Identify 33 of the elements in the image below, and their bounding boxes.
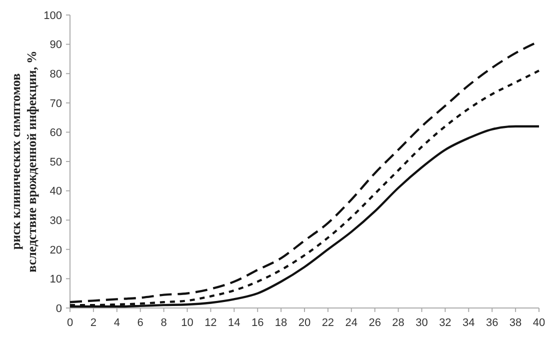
y-tick-label: 70: [50, 98, 62, 110]
x-tick-label: 28: [392, 317, 404, 329]
x-tick-label: 24: [345, 317, 358, 329]
x-tick-label: 34: [462, 317, 475, 329]
x-tick-label: 14: [228, 317, 240, 329]
y-tick-label: 40: [50, 186, 62, 198]
y-tick-label: 10: [50, 274, 62, 286]
y-tick-label: 50: [50, 156, 62, 168]
x-tick-label: 38: [509, 317, 522, 329]
x-tick-label: 16: [251, 317, 264, 329]
x-tick-label: 26: [368, 317, 381, 329]
x-tick-label: 32: [439, 317, 452, 329]
x-tick-label: 0: [66, 317, 74, 329]
x-tick-label: 8: [160, 317, 167, 329]
y-tick-label: 60: [50, 127, 62, 140]
y-axis-title: риск клинических симптомов вследствие врожденной инфекции, %: [8, 50, 39, 272]
x-tick-label: 30: [416, 317, 428, 329]
y-tick-label: 80: [50, 68, 62, 80]
x-tick-label: 2: [90, 317, 97, 329]
y-tick-label: 0: [56, 302, 62, 315]
x-tick-label: 22: [322, 317, 334, 329]
x-tick-label: 6: [137, 317, 144, 329]
y-tick-label: 20: [50, 244, 62, 256]
x-tick-label: 10: [181, 317, 194, 329]
x-tick-label: 40: [532, 317, 546, 329]
y-tick-label: 90: [50, 39, 62, 52]
x-tick-label: 36: [486, 317, 498, 329]
x-tick-label: 18: [274, 317, 288, 329]
x-tick-label: 4: [114, 317, 120, 329]
x-tick-label: 20: [298, 317, 311, 329]
y-tick-label: 30: [50, 214, 62, 227]
y-tick-label: 100: [44, 10, 62, 22]
x-tick-label: 12: [204, 317, 217, 329]
